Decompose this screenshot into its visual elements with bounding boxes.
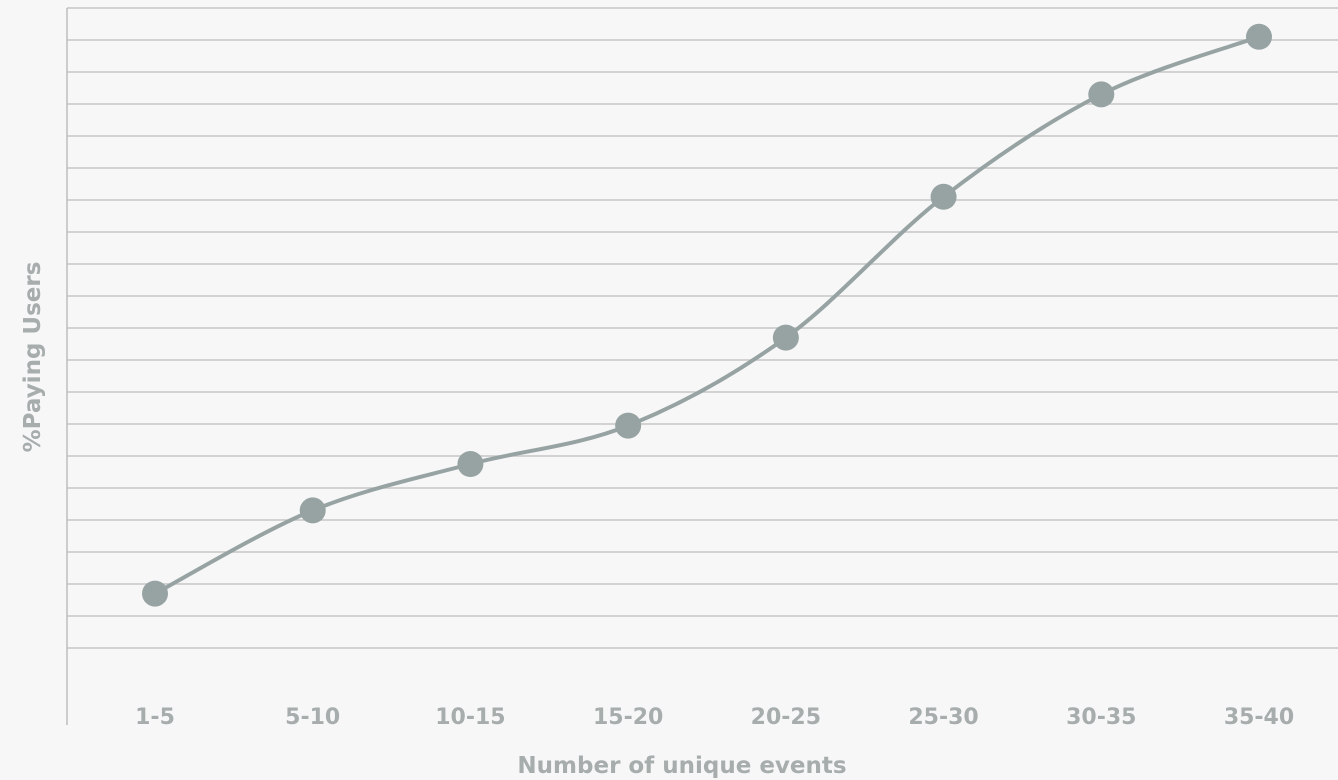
data-point-20-25 xyxy=(772,324,799,351)
x-tick-label: 25-30 xyxy=(908,705,978,730)
data-point-1-5 xyxy=(142,580,168,607)
x-tick-label: 1-5 xyxy=(135,705,175,730)
series-line xyxy=(154,34,1260,596)
x-tick-label: 10-15 xyxy=(435,705,505,730)
x-tick-label: 5-10 xyxy=(285,705,340,730)
gridlines xyxy=(67,7,1338,649)
data-point-25-30 xyxy=(930,183,957,210)
data-point-15-20 xyxy=(615,412,642,439)
y-axis-label: %Paying Users xyxy=(20,262,46,453)
x-tick-label: 30-35 xyxy=(1066,705,1136,730)
x-tick-labels: 1-5 5-10 10-15 15-20 20-25 25-30 30-35 35-40 xyxy=(135,705,1294,730)
data-point-30-35 xyxy=(1088,81,1115,108)
data-points xyxy=(142,23,1272,607)
x-tick-label: 15-20 xyxy=(593,705,663,730)
data-point-10-15 xyxy=(457,451,484,477)
data-point-35-40 xyxy=(1246,23,1272,50)
x-tick-label: 20-25 xyxy=(751,705,821,730)
data-point-5-10 xyxy=(299,497,326,524)
x-axis-label: Number of unique events xyxy=(517,753,846,779)
x-tick-label: 35-40 xyxy=(1224,705,1294,730)
